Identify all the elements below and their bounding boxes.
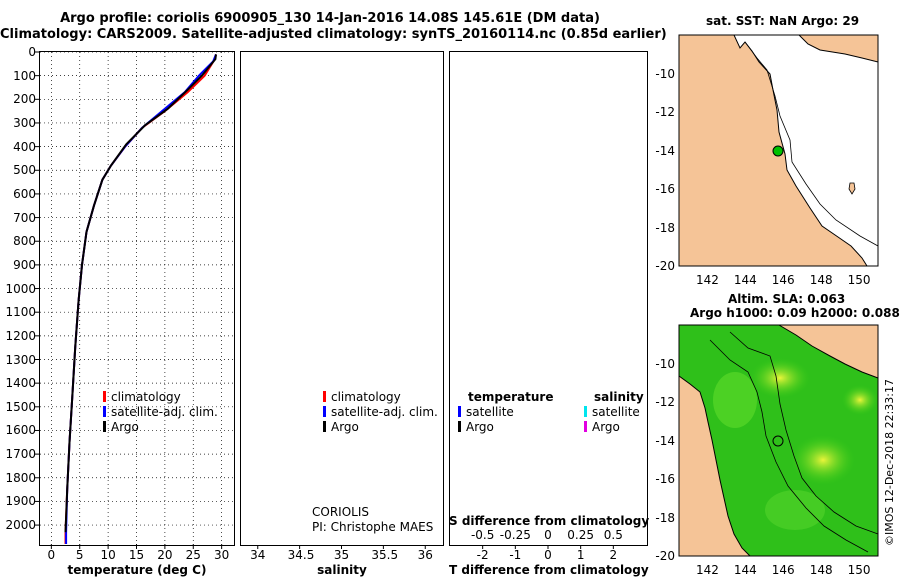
map-y-tick-label: -20 — [655, 259, 675, 273]
x-tick-label: 35 — [333, 548, 350, 562]
depth-tick-label: 1700 — [5, 447, 36, 462]
secondary-x-tick-label: -0.5 — [470, 528, 495, 542]
legend-item-climatology: climatology — [323, 390, 438, 405]
depth-tick-label: 1600 — [5, 423, 36, 438]
map-y-tick-label: -10 — [655, 356, 675, 371]
depth-tick-label: 1800 — [5, 470, 36, 485]
depth-tick-label: 500 — [13, 163, 36, 178]
x-tick-label: 0 — [544, 548, 552, 562]
x-tick-label: 5 — [75, 548, 84, 562]
difference-xlabel: T difference from climatology — [449, 563, 649, 577]
secondary-x-tick-label: 0 — [544, 528, 552, 542]
x-tick-label: 1 — [576, 548, 585, 562]
map-y-tick-label: -14 — [655, 433, 675, 448]
depth-tick-label: 700 — [13, 210, 36, 225]
map1-title: sat. SST: NaN Argo: 29 — [706, 14, 860, 28]
legend-item-argo: Argo — [323, 420, 438, 435]
legend-item-t-satellite: satellite — [458, 405, 553, 420]
x-tick-label: 35.5 — [371, 548, 399, 562]
salinity-legend: climatology satellite-adj. clim. Argo — [323, 390, 438, 435]
map-y-tick-label: -16 — [655, 182, 675, 196]
depth-tick-label: 800 — [13, 234, 36, 249]
map-y-tick-label: -10 — [655, 66, 675, 81]
map-x-tick-label: 150 — [847, 273, 871, 287]
map-x-tick-label: 142 — [695, 563, 719, 577]
temperature-legend: climatology satellite-adj. clim. Argo — [103, 390, 218, 435]
map-y-tick-label: -14 — [655, 143, 675, 158]
x-tick-label: 15 — [128, 548, 145, 562]
map-x-tick-label: 148 — [809, 273, 833, 287]
x-tick-label: 25 — [185, 548, 201, 562]
x-tick-label: 20 — [157, 548, 173, 562]
secondary-x-tick-label: 0.25 — [567, 528, 595, 542]
x-tick-label: 34 — [250, 548, 266, 562]
depth-tick-label: 400 — [13, 139, 36, 154]
legend-item-s-satellite: satellite — [584, 405, 644, 420]
coriolis-label: CORIOLIS — [312, 505, 369, 519]
map-y-tick-label: -18 — [655, 510, 675, 525]
depth-tick-label: 2000 — [5, 518, 36, 533]
depth-tick-label: 1500 — [5, 399, 36, 414]
legend-item-t-argo: Argo — [458, 420, 553, 435]
map2-title-line-2: Argo h1000: 0.09 h2000: 0.088 — [690, 306, 900, 320]
map-y-tick-label: -12 — [655, 395, 675, 409]
depth-tick-label: 1400 — [5, 376, 36, 391]
depth-tick-label: 1300 — [5, 352, 36, 367]
title-line-2: Climatology: CARS2009. Satellite-adjuste… — [0, 27, 667, 42]
pi-label: PI: Christophe MAES — [312, 520, 434, 534]
depth-tick-label: 900 — [13, 257, 36, 272]
legend-temperature-title: temperature — [468, 390, 554, 404]
series-line-argo — [64, 54, 217, 533]
map-x-tick-label: 144 — [733, 273, 757, 287]
x-tick-label: -2 — [476, 548, 489, 562]
legend-item-satellite: satellite-adj. clim. — [323, 405, 438, 420]
title-line-1: Argo profile: coriolis 6900905_130 14-Ja… — [60, 11, 600, 26]
x-tick-label: 2 — [609, 548, 618, 562]
depth-tick-label: 1000 — [5, 281, 36, 296]
map2-title-line-1: Altim. SLA: 0.063 — [728, 292, 846, 306]
map-y-tick-label: -12 — [655, 105, 675, 119]
map-x-tick-label: 146 — [771, 273, 795, 287]
legend-salinity-title: salinity — [594, 390, 644, 404]
x-tick-label: 36 — [417, 548, 433, 562]
depth-tick-label: 0 — [28, 45, 36, 59]
depth-tick-label: 300 — [13, 115, 36, 130]
secondary-x-tick-label: 0.5 — [603, 528, 623, 542]
map-x-tick-label: 146 — [771, 563, 795, 577]
temperature-xlabel: temperature (deg C) — [67, 563, 207, 577]
depth-tick-label: 600 — [13, 186, 36, 201]
difference-panel — [449, 51, 648, 546]
map-x-tick-label: 144 — [733, 563, 757, 577]
x-tick-label: 10 — [100, 548, 116, 562]
x-tick-label: 34.5 — [287, 548, 315, 562]
legend-item-argo: Argo — [103, 420, 218, 435]
depth-tick-label: 200 — [13, 92, 36, 107]
series-line-satellite-adj-clim- — [65, 54, 217, 544]
difference-secondary-xlabel: S difference from climatology — [449, 514, 650, 528]
depth-tick-label: 1200 — [5, 328, 36, 343]
map-x-tick-label: 148 — [809, 563, 833, 577]
x-tick-label: 0 — [47, 548, 56, 562]
map-y-tick-label: -16 — [655, 472, 675, 486]
depth-tick-label: 1100 — [5, 305, 36, 320]
salinity-panel — [240, 51, 444, 546]
legend-item-satellite: satellite-adj. clim. — [103, 405, 218, 420]
secondary-x-tick-label: -0.25 — [499, 528, 531, 542]
legend-item-climatology: climatology — [103, 390, 218, 405]
legend-item-s-argo: Argo — [584, 420, 644, 435]
depth-tick-label: 1900 — [5, 494, 36, 509]
salinity-xlabel: salinity — [317, 563, 367, 577]
temperature-diff-legend: temperature satellite Argo — [458, 390, 553, 435]
x-tick-label: 30 — [214, 548, 230, 562]
x-tick-label: -1 — [509, 548, 522, 562]
map-x-tick-label: 142 — [695, 273, 719, 287]
imos-credit: ©IMOS 12-Dec-2018 22:33:17 — [883, 379, 896, 546]
map-y-tick-label: -20 — [655, 549, 675, 563]
depth-tick-label: 100 — [13, 68, 36, 83]
salinity-diff-legend: salinity satellite Argo — [584, 390, 644, 435]
map-y-tick-label: -18 — [655, 220, 675, 235]
map-x-tick-label: 150 — [847, 563, 871, 577]
